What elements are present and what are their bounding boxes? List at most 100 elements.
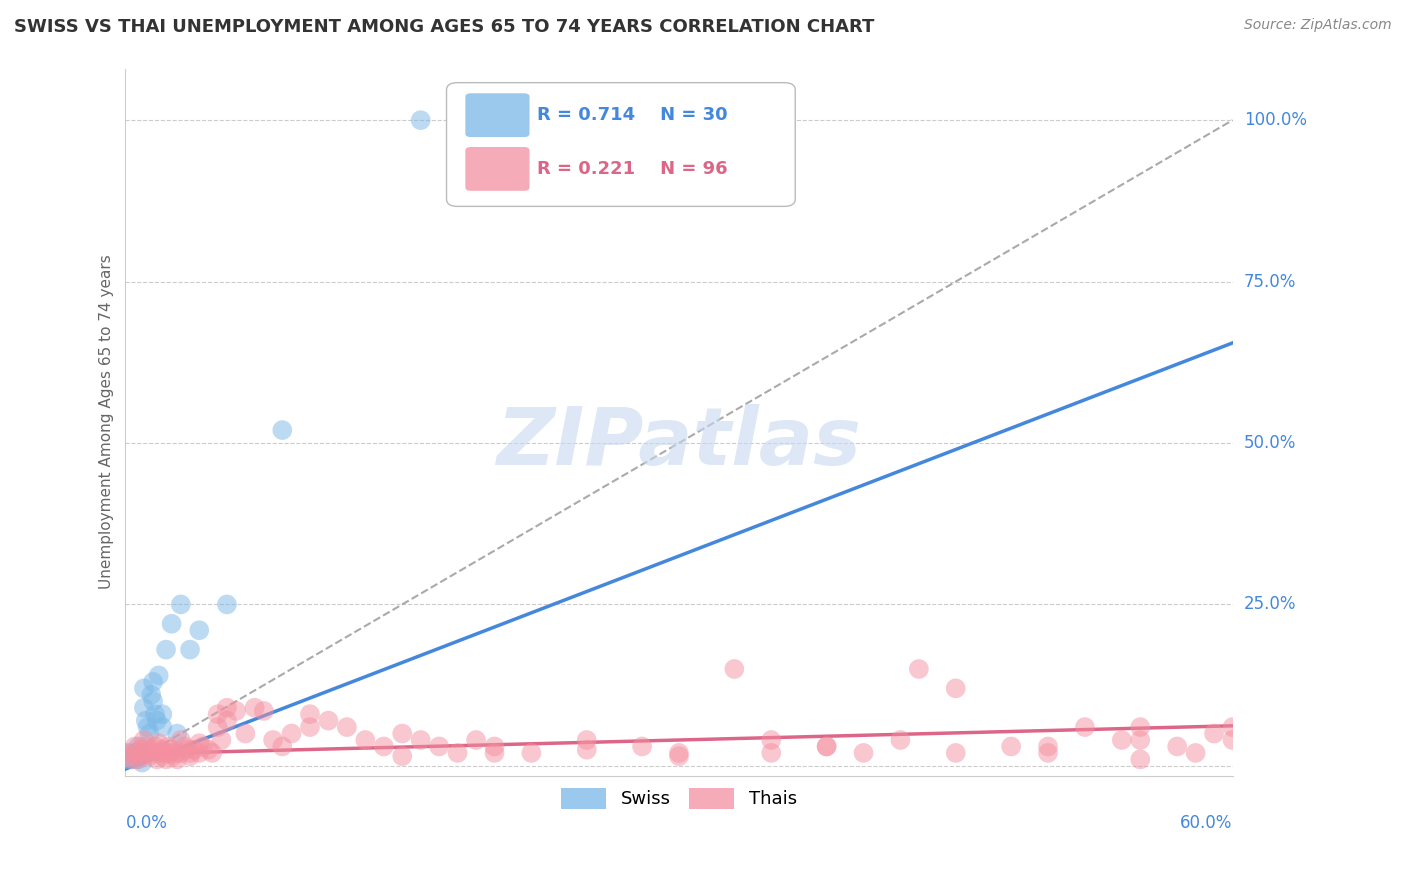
Point (135, 714, 157, 728)
Point (271, 423, 294, 437)
Legend: Swiss, Thais: Swiss, Thais (554, 780, 804, 816)
Point (132, 681, 155, 696)
Point (176, 742, 198, 756)
Point (142, 694, 165, 708)
Point (138, 726, 160, 740)
Point (520, 746, 543, 760)
Point (427, 739, 450, 754)
Point (318, 714, 340, 728)
Point (138, 749, 160, 764)
Point (908, 662, 931, 676)
FancyBboxPatch shape (465, 147, 530, 191)
Point (298, 707, 321, 722)
Point (118, 746, 141, 760)
Point (142, 746, 165, 760)
Point (409, 113, 432, 128)
Point (124, 739, 146, 754)
Point (165, 746, 187, 760)
Point (815, 739, 838, 754)
Point (336, 720, 359, 734)
Point (209, 733, 232, 747)
Point (191, 739, 214, 754)
Point (141, 742, 163, 756)
Text: ZIPatlas: ZIPatlas (496, 404, 862, 483)
Point (575, 742, 598, 756)
Point (1036, 739, 1059, 754)
Point (280, 726, 302, 740)
Point (1036, 746, 1059, 760)
Point (121, 752, 143, 766)
Point (118, 749, 141, 764)
Point (153, 746, 176, 760)
Point (1166, 739, 1188, 754)
Point (409, 733, 432, 747)
Point (160, 742, 183, 756)
Point (150, 720, 173, 734)
Point (188, 736, 211, 750)
Point (391, 726, 413, 740)
Point (162, 749, 184, 764)
Point (215, 714, 238, 728)
Point (761, 746, 783, 760)
Point (668, 749, 690, 764)
Point (166, 726, 188, 740)
Point (945, 681, 967, 696)
Point (253, 704, 276, 718)
Point (129, 749, 152, 764)
FancyBboxPatch shape (447, 83, 796, 206)
Y-axis label: Unemployment Among Ages 65 to 74 years: Unemployment Among Ages 65 to 74 years (100, 254, 114, 590)
Point (127, 739, 149, 754)
Point (391, 749, 413, 764)
Point (215, 700, 238, 714)
Point (197, 742, 219, 756)
Point (170, 598, 193, 612)
Point (484, 739, 506, 754)
Point (373, 739, 395, 754)
Point (148, 668, 170, 682)
Point (150, 742, 173, 756)
Point (631, 739, 654, 754)
Point (207, 707, 229, 722)
Point (155, 752, 177, 766)
Point (575, 733, 598, 747)
Point (207, 720, 229, 734)
Text: 50.0%: 50.0% (1244, 434, 1296, 452)
Point (159, 746, 181, 760)
Point (136, 746, 159, 760)
Point (114, 746, 136, 760)
Point (1111, 733, 1133, 747)
Point (1222, 733, 1244, 747)
Point (1000, 739, 1022, 754)
Point (156, 739, 179, 754)
Text: 25.0%: 25.0% (1244, 596, 1296, 614)
Text: Source: ZipAtlas.com: Source: ZipAtlas.com (1244, 18, 1392, 32)
Point (183, 742, 205, 756)
Point (135, 739, 157, 754)
Point (188, 624, 211, 638)
Point (668, 746, 690, 760)
Text: 75.0%: 75.0% (1244, 273, 1296, 291)
Point (852, 746, 875, 760)
Point (124, 746, 146, 760)
Point (170, 733, 193, 747)
Text: R = 0.221    N = 96: R = 0.221 N = 96 (537, 160, 728, 178)
Point (129, 742, 152, 756)
Point (815, 739, 838, 754)
Point (201, 746, 224, 760)
Point (143, 707, 166, 722)
Point (125, 752, 148, 766)
Point (132, 700, 155, 714)
Point (354, 733, 377, 747)
Point (150, 707, 173, 722)
Text: 60.0%: 60.0% (1180, 814, 1233, 832)
Point (142, 674, 165, 689)
Point (243, 700, 266, 714)
Point (1074, 720, 1097, 734)
Point (148, 736, 170, 750)
Point (215, 598, 238, 612)
Point (1222, 720, 1244, 734)
Point (179, 642, 201, 657)
Point (1129, 752, 1152, 766)
Point (1202, 726, 1225, 740)
Point (484, 746, 506, 760)
